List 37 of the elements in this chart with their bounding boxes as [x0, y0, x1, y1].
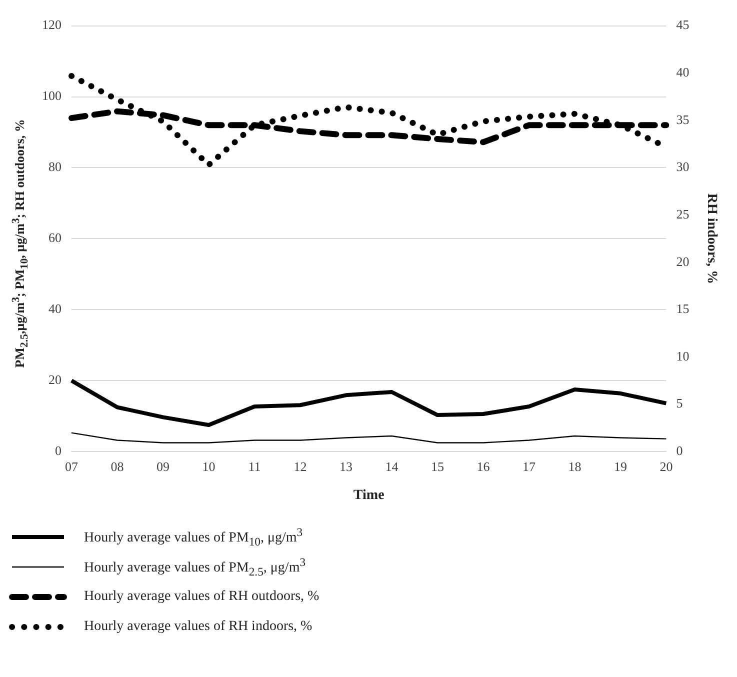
y-tick-label: 120 — [42, 17, 62, 32]
x-tick-label: 09 — [156, 458, 170, 474]
x-tick-label: 14 — [385, 458, 399, 474]
x-tick-label: 16 — [476, 458, 490, 474]
x-tick-label: 18 — [568, 458, 582, 474]
x-tick-label: 07 — [65, 458, 78, 474]
x-tick-label: 15 — [430, 458, 444, 474]
y2-tick-label: 5 — [676, 396, 683, 411]
legend-label: Hourly average values of RH indoors, % — [84, 619, 312, 635]
x-axis-title: Time — [353, 488, 384, 504]
legend-label: Hourly average values of RH outdoors, % — [84, 589, 320, 605]
y2-axis-title: RH indoors, % — [704, 193, 719, 284]
y-tick-label: 20 — [48, 372, 62, 388]
legend-label: Hourly average values of PM$_{2.5}$, μg/m$^{3}$ — [84, 556, 306, 578]
y2-tick-label: 40 — [676, 64, 690, 80]
x-tick-label: 12 — [294, 458, 307, 474]
y2-tick-label: 20 — [676, 254, 690, 269]
y2-tick-label: 10 — [676, 348, 690, 364]
y2-tick-label: 30 — [676, 159, 690, 174]
y2-tick-label: 0 — [676, 443, 683, 458]
y2-tick-label: 25 — [676, 206, 690, 222]
x-tick-label: 08 — [110, 458, 124, 474]
y-tick-label: 100 — [42, 88, 62, 104]
y-tick-label: 80 — [48, 159, 62, 174]
x-tick-label: 17 — [522, 458, 536, 474]
legend-label: Hourly average values of PM$_{10}$, μg/m$^{3}$ — [84, 526, 303, 548]
y-tick-label: 40 — [48, 301, 62, 316]
y-tick-label: 0 — [55, 443, 62, 458]
x-tick-label: 19 — [614, 458, 627, 474]
x-tick-label: 13 — [339, 458, 352, 474]
y2-tick-label: 45 — [676, 17, 690, 32]
x-tick-label: 10 — [202, 458, 216, 474]
x-tick-label: 11 — [248, 458, 261, 474]
y2-tick-label: 35 — [676, 112, 690, 127]
x-tick-label: 20 — [660, 458, 673, 474]
y-tick-label: 60 — [48, 230, 62, 246]
y2-tick-label: 15 — [676, 301, 690, 316]
